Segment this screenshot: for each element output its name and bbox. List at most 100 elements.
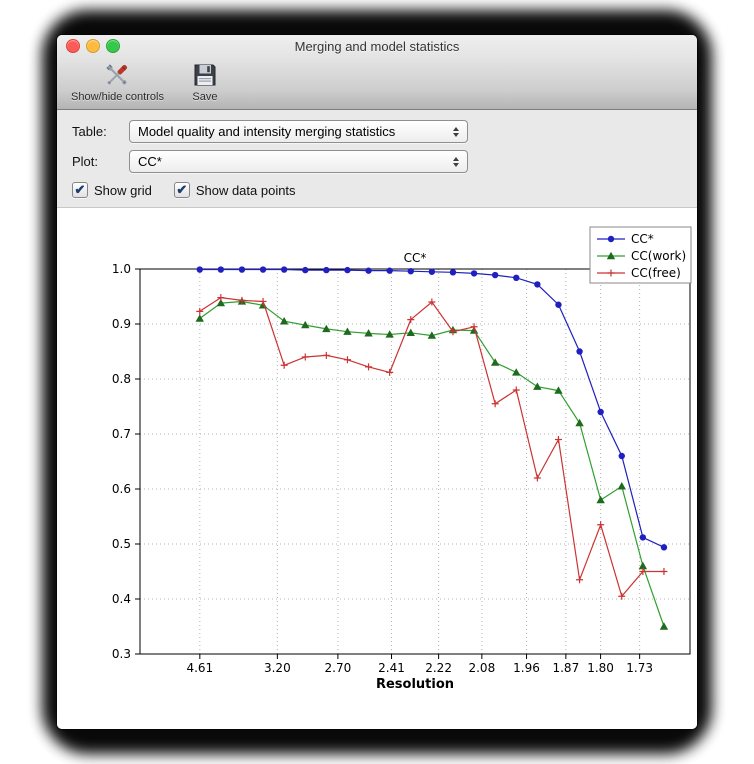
window-header: Merging and model statistics <box>57 35 697 110</box>
traffic-lights <box>66 39 120 53</box>
show-data-points-label[interactable]: Show data points <box>195 182 296 198</box>
marker-plus <box>343 356 351 364</box>
legend-label: CC* <box>631 232 654 246</box>
show-grid-label[interactable]: Show grid <box>94 182 152 198</box>
window-title: Merging and model statistics <box>294 38 460 54</box>
marker-triangle <box>659 622 669 630</box>
marker-triangle <box>554 386 563 394</box>
x-tick-label: 1.87 <box>552 661 579 675</box>
legend-label: CC(work) <box>631 249 686 263</box>
marker-circle <box>238 266 246 273</box>
marker-triangle <box>427 331 437 339</box>
marker-circle <box>660 544 668 551</box>
marker-circle <box>323 266 330 274</box>
controls-panel: Table: Model quality and intensity mergi… <box>57 110 697 208</box>
x-axis-label: Resolution <box>376 677 454 692</box>
marker-circle <box>639 534 647 541</box>
table-dropdown[interactable]: Model quality and intensity merging stat… <box>129 120 468 143</box>
series-line-CC(free) <box>199 296 664 598</box>
tools-icon <box>102 60 132 90</box>
minimize-button[interactable] <box>86 39 100 53</box>
marker-plus <box>407 316 415 324</box>
x-tick-label: 2.70 <box>325 661 352 675</box>
marker-plus <box>491 400 499 408</box>
x-tick-label: 1.80 <box>587 661 614 675</box>
plot-canvas: 0.3 0.4 0.5 0.6 0.7 0.8 0.9 1.0 4.61 3.20 2.70 2.41… <box>112 226 692 692</box>
marker-circle <box>259 266 267 273</box>
updown-arrows-icon <box>448 126 464 137</box>
axes-frame <box>139 268 691 655</box>
marker-triangle <box>617 482 626 490</box>
y-tick-label: 1.0 <box>112 262 131 276</box>
x-tick-label: 1.73 <box>626 661 653 675</box>
marker-plus <box>238 296 246 304</box>
marker-circle <box>302 266 309 274</box>
marker-plus <box>639 568 647 575</box>
marker-plus <box>365 363 373 371</box>
marker-plus <box>322 351 330 359</box>
marker-circle <box>607 235 615 243</box>
zoom-button[interactable] <box>106 39 120 53</box>
marker-triangle <box>301 320 310 329</box>
series-line-CC* <box>199 268 665 548</box>
marker-plus <box>449 328 457 336</box>
show-grid-checkbox[interactable]: ✔ <box>72 182 88 198</box>
marker-circle <box>344 266 351 274</box>
marker-circle <box>491 271 499 279</box>
save-button[interactable]: Save <box>186 59 224 104</box>
marker-triangle <box>406 328 415 336</box>
plot-dropdown[interactable]: CC* <box>129 150 468 173</box>
marker-plus <box>428 298 436 306</box>
marker-plus <box>576 576 584 584</box>
marker-circle <box>386 267 393 274</box>
marker-triangle <box>638 561 648 570</box>
save-label: Save <box>192 91 218 103</box>
marker-circle <box>365 267 372 274</box>
show-data-points-checkbox[interactable]: ✔ <box>173 182 190 198</box>
app-window: Merging and model statistics <box>57 35 697 729</box>
marker-triangle <box>343 327 352 335</box>
x-tick-label: 2.08 <box>468 661 495 675</box>
marker-triangle <box>279 317 289 325</box>
close-button[interactable] <box>66 39 80 53</box>
marker-triangle <box>512 368 521 376</box>
series-line-CC(work) <box>199 300 665 627</box>
marker-plus <box>533 474 541 482</box>
marker-triangle <box>216 298 226 307</box>
marker-triangle <box>490 358 500 366</box>
marker-triangle <box>575 418 584 427</box>
marker-plus <box>196 307 204 315</box>
marker-circle <box>470 270 478 277</box>
marker-circle <box>449 269 457 276</box>
x-tick-label: 2.22 <box>425 661 452 675</box>
marker-circle <box>618 452 625 460</box>
marker-plus <box>597 521 605 529</box>
plot-label: Plot: <box>72 154 99 169</box>
marker-circle <box>217 266 225 273</box>
y-tick-label: 0.6 <box>112 482 131 496</box>
marker-plus <box>386 368 394 376</box>
table-dropdown-value: Model quality and intensity merging stat… <box>138 124 396 139</box>
show-hide-controls-button[interactable]: Show/hide controls <box>67 59 168 104</box>
y-tick-label: 0.7 <box>112 427 131 441</box>
marker-triangle <box>596 495 605 504</box>
marker-plus <box>259 297 267 305</box>
y-tick-label: 0.5 <box>112 537 131 551</box>
marker-plus <box>660 568 668 575</box>
x-tick-label: 1.96 <box>513 661 540 675</box>
chart-title: CC* <box>404 251 427 265</box>
marker-triangle <box>364 329 373 337</box>
marker-plus <box>470 323 478 331</box>
marker-plus <box>280 361 288 369</box>
marker-triangle <box>385 330 394 338</box>
marker-circle <box>196 266 203 273</box>
marker-plus <box>512 386 520 394</box>
y-tick-label: 0.9 <box>112 317 131 331</box>
marker-triangle <box>533 382 542 390</box>
marker-plus <box>607 269 615 277</box>
y-tick-label: 0.3 <box>112 647 131 661</box>
legend-label: CC(free) <box>631 266 681 280</box>
window-titlebar[interactable]: Merging and model statistics <box>57 35 697 57</box>
x-tick-label: 3.20 <box>264 661 291 675</box>
legend-box <box>589 226 692 284</box>
